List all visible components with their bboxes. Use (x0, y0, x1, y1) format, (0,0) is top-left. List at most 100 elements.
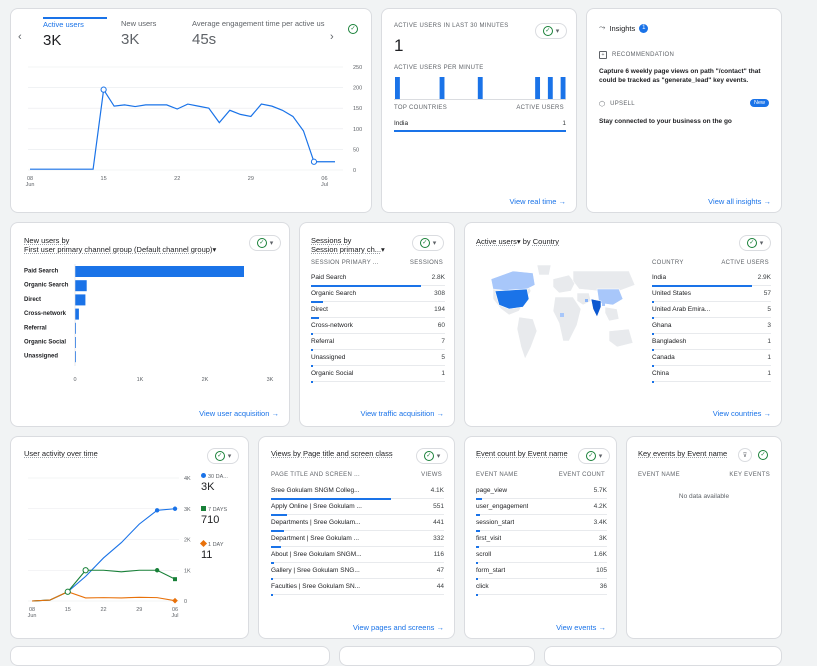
world-map[interactable] (479, 261, 639, 371)
card-title[interactable]: Event count by Event name (476, 449, 568, 458)
table-row[interactable]: Bangladesh 1 (652, 335, 771, 350)
table-row[interactable]: Departments | Sree Gokulam... 441 (271, 516, 444, 531)
traffic-acquisition-card: Sessions by Session primary ch...▾ ✓ ▾ SE… (299, 222, 455, 427)
table-row[interactable]: China 1 (652, 367, 771, 382)
legend-value: 3K (201, 481, 215, 493)
chevron-down-icon[interactable]: ▾ (381, 245, 385, 254)
table-row[interactable]: India 1 (394, 117, 566, 132)
table-row[interactable]: Sree Gokulam SNGM Colleg... 4.1K (271, 484, 444, 499)
title-line1[interactable]: Sessions by (311, 236, 352, 245)
compare-button[interactable]: ✓ ▾ (578, 448, 610, 464)
table-row[interactable]: session_start 3.4K (476, 516, 607, 531)
table-row[interactable]: United States 57 (652, 287, 771, 302)
view-all-insights-link[interactable]: View all insights → (708, 197, 771, 206)
compare-button[interactable]: ✓ ▾ (416, 448, 448, 464)
x-tick-month: Jul (321, 182, 328, 188)
view-user-acquisition-link[interactable]: View user acquisition → (199, 409, 279, 418)
row-bar (652, 349, 654, 351)
row-value: 60 (437, 322, 445, 329)
col-event-name: EVENT NAME (638, 472, 680, 478)
table-row[interactable]: Ghana 3 (652, 319, 771, 334)
title-line2[interactable]: Session primary ch... (311, 245, 382, 254)
filter-icon[interactable]: ⊽ (738, 448, 752, 462)
row-name: Sree Gokulam SNGM Colleg... (271, 487, 360, 494)
table-row[interactable]: Canada 1 (652, 351, 771, 366)
table-row[interactable]: Organic Social 1 (311, 367, 445, 382)
table-row[interactable]: Referral 7 (311, 335, 445, 350)
prev-arrow-icon[interactable]: ‹ (18, 31, 22, 43)
y-tick-label: 50 (353, 147, 359, 153)
table-row[interactable]: click 36 (476, 580, 607, 595)
tab-label: Active users (43, 20, 84, 29)
table-row[interactable]: form_start 105 (476, 564, 607, 579)
table-row[interactable]: Paid Search 2.8K (311, 271, 445, 286)
row-name: user_engagement (476, 503, 529, 510)
link-text: View user acquisition (199, 409, 270, 418)
row-bar (311, 285, 421, 287)
row-name: India (652, 274, 667, 281)
card-title[interactable]: Key events by Event name (638, 449, 728, 458)
arrow-right-icon: → (436, 409, 445, 418)
row-value: 4.2K (593, 503, 607, 510)
table-row[interactable]: first_visit 3K (476, 532, 607, 547)
tab-engagement-time[interactable]: Average engagement time per active us 45… (192, 19, 328, 48)
row-value: 1 (441, 370, 445, 377)
row-value: 441 (433, 519, 444, 526)
compare-button[interactable]: ✓ ▾ (412, 235, 444, 251)
recommendation-label: RECOMMENDATION (612, 52, 675, 58)
x-tick-day: 29 (136, 607, 142, 613)
view-countries-link[interactable]: View countries → (713, 409, 771, 418)
row-bar (476, 562, 478, 564)
next-arrow-icon[interactable]: › (330, 31, 334, 43)
check-icon[interactable]: ✓ (348, 24, 358, 34)
chevron-down-icon[interactable]: ▾ (516, 237, 521, 246)
upsell-label-row: ⬡ UPSELL (599, 100, 635, 108)
tab-active-users[interactable]: Active users 3K (43, 17, 107, 49)
x-tick-day: 29 (248, 176, 254, 182)
check-icon[interactable]: ✓ (758, 450, 768, 460)
title-dimension[interactable]: Country (532, 237, 559, 246)
table-row[interactable]: Unassigned 5 (311, 351, 445, 366)
table-row[interactable]: Faculties | Sree Gokulam SN... 44 (271, 580, 444, 595)
compare-button[interactable]: ✓ ▾ (249, 235, 281, 251)
compare-button[interactable]: ✓ ▾ (535, 23, 567, 39)
row-name: Direct (311, 306, 328, 313)
row-bar (311, 317, 319, 319)
end-marker (173, 577, 177, 582)
table-row[interactable]: India 2.9K (652, 271, 771, 286)
title-line2[interactable]: First user primary channel group (Defaul… (24, 245, 213, 254)
table-row[interactable]: Organic Search 308 (311, 287, 445, 302)
row-bar (476, 530, 480, 532)
table-row[interactable]: page_view 5.7K (476, 484, 607, 499)
table-row[interactable]: user_engagement 4.2K (476, 500, 607, 515)
row-name: Unassigned (311, 354, 346, 361)
table-row[interactable]: Cross-network 60 (311, 319, 445, 334)
table-row[interactable]: Department | Sree Gokulam ... 332 (271, 532, 444, 547)
table-row[interactable]: About | Sree Gokulam SNGM... 116 (271, 548, 444, 563)
row-name: About | Sree Gokulam SNGM... (271, 551, 362, 558)
chevron-down-icon[interactable]: ▾ (212, 245, 217, 254)
compare-button[interactable]: ✓ ▾ (207, 448, 239, 464)
row-name: Cross-network (311, 322, 353, 329)
view-real-time-link[interactable]: View real time → (509, 197, 566, 206)
card-title[interactable]: Views by Page title and screen class (271, 449, 393, 458)
category-label: Cross-network (24, 311, 67, 317)
table-row[interactable]: scroll 1.6K (476, 548, 607, 563)
title-metric[interactable]: Active users (476, 237, 517, 246)
line-1-day (31, 591, 176, 602)
recommendation-text[interactable]: Capture 6 weekly page views on path "/co… (599, 68, 761, 84)
table-row[interactable]: Direct 194 (311, 303, 445, 318)
table-row[interactable]: Apply Online | Sree Gokulam ... 551 (271, 500, 444, 515)
table-row[interactable]: Gallery | Sree Gokulam SNG... 47 (271, 564, 444, 579)
minute-bar (395, 77, 400, 99)
view-traffic-acquisition-link[interactable]: View traffic acquisition → (360, 409, 444, 418)
view-events-link[interactable]: View events → (556, 623, 606, 632)
y-tick-label: 1K (184, 568, 191, 574)
compare-button[interactable]: ✓ ▾ (739, 235, 771, 251)
chevron-down-icon: ▾ (598, 453, 603, 460)
row-value: 116 (433, 551, 444, 558)
tab-new-users[interactable]: New users 3K (121, 19, 156, 48)
table-row[interactable]: United Arab Emira... 5 (652, 303, 771, 318)
upsell-text[interactable]: Stay connected to your business on the g… (599, 118, 732, 125)
view-pages-link[interactable]: View pages and screens → (353, 623, 444, 632)
